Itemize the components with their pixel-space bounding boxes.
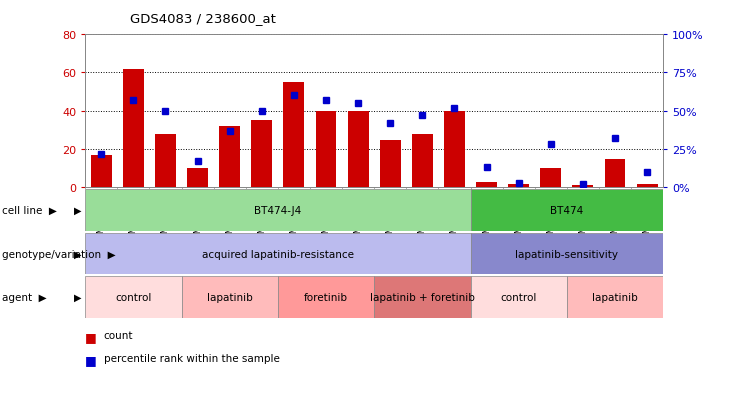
Text: lapatinib + foretinib: lapatinib + foretinib — [370, 292, 475, 302]
Bar — [471, 190, 663, 231]
Bar — [85, 233, 471, 275]
Bar — [540, 169, 561, 188]
Bar — [471, 233, 663, 275]
Text: genotype/variation  ▶: genotype/variation ▶ — [2, 249, 116, 259]
Text: percentile rank within the sample: percentile rank within the sample — [104, 353, 279, 363]
Text: lapatinib: lapatinib — [207, 292, 253, 302]
Bar — [85, 190, 471, 231]
Text: acquired lapatinib-resistance: acquired lapatinib-resistance — [202, 249, 354, 259]
Bar — [605, 159, 625, 188]
Text: BT474: BT474 — [551, 206, 583, 216]
Bar — [573, 186, 594, 188]
Bar — [187, 169, 208, 188]
Bar — [348, 112, 368, 188]
Text: lapatinib: lapatinib — [592, 292, 638, 302]
Text: GDS4083 / 238600_at: GDS4083 / 238600_at — [130, 12, 276, 25]
Bar — [380, 140, 401, 188]
Text: control: control — [115, 292, 152, 302]
Text: BT474-J4: BT474-J4 — [254, 206, 302, 216]
Text: cell line  ▶: cell line ▶ — [2, 206, 57, 216]
Bar — [182, 277, 278, 318]
Bar — [155, 134, 176, 188]
Bar — [637, 184, 657, 188]
Text: agent  ▶: agent ▶ — [2, 292, 47, 302]
Text: ■: ■ — [85, 353, 97, 366]
Bar — [567, 277, 663, 318]
Bar — [278, 277, 374, 318]
Bar — [412, 134, 433, 188]
Text: control: control — [500, 292, 537, 302]
Bar — [476, 182, 497, 188]
Text: lapatinib-sensitivity: lapatinib-sensitivity — [515, 249, 619, 259]
Bar — [251, 121, 272, 188]
Bar — [123, 69, 144, 188]
Text: count: count — [104, 330, 133, 340]
Bar — [374, 277, 471, 318]
Bar — [85, 188, 663, 341]
Text: ■: ■ — [85, 330, 97, 343]
Text: ▶: ▶ — [74, 206, 82, 216]
Bar — [508, 184, 529, 188]
Bar — [85, 277, 182, 318]
Bar — [471, 277, 567, 318]
Text: ▶: ▶ — [74, 249, 82, 259]
Bar — [91, 155, 112, 188]
Text: foretinib: foretinib — [304, 292, 348, 302]
Text: ▶: ▶ — [74, 292, 82, 302]
Bar — [219, 127, 240, 188]
Bar — [316, 112, 336, 188]
Bar — [284, 83, 305, 188]
Bar — [444, 112, 465, 188]
